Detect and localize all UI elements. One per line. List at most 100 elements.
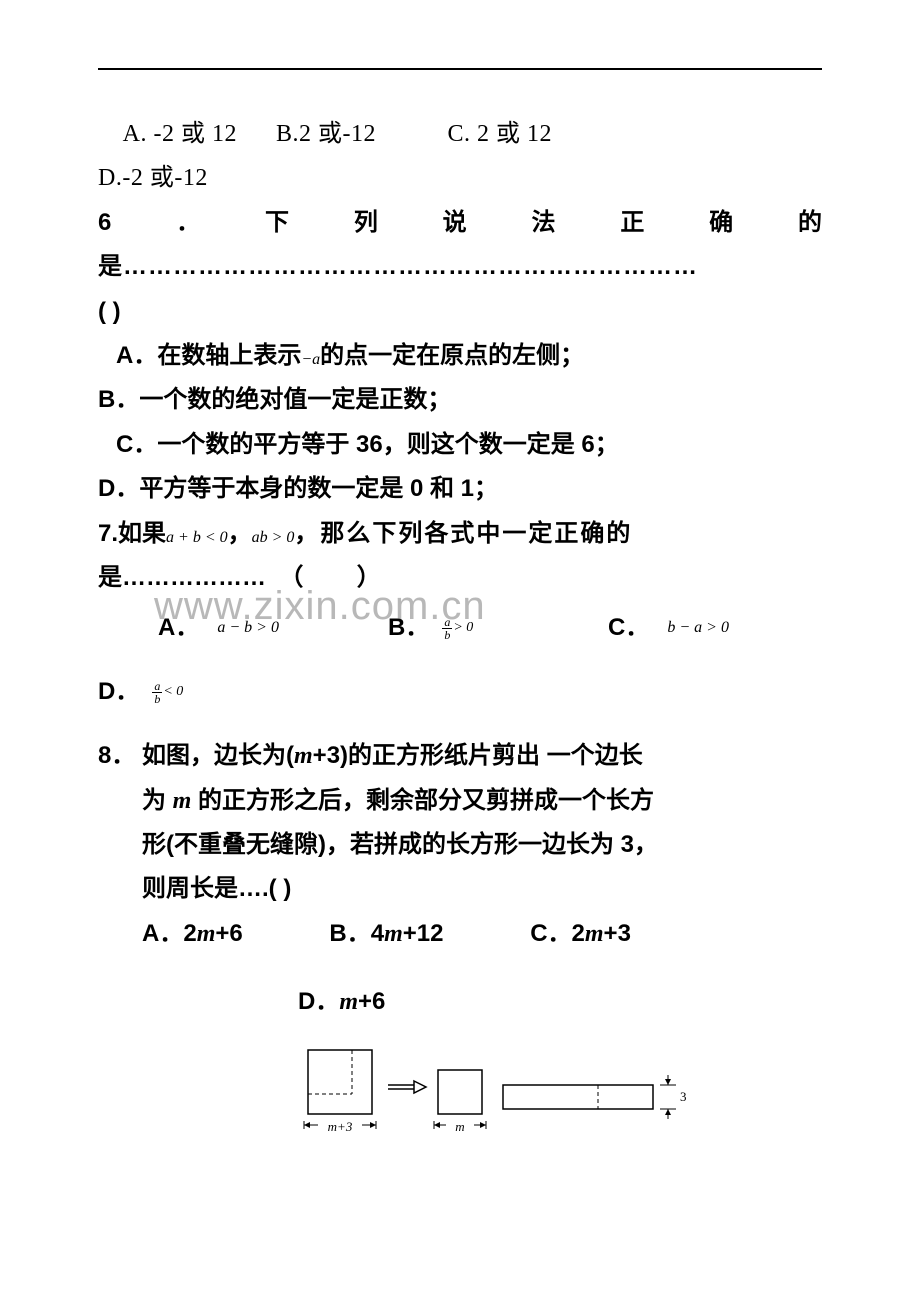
q7-optB-label: B． (388, 604, 429, 652)
frac-den: b (442, 629, 452, 641)
q8-m2: m (173, 788, 192, 814)
q7-cont: 是 (98, 564, 122, 591)
q7-cond1: a + b < 0 (166, 529, 228, 546)
q7-num: 7. (98, 520, 118, 547)
q8-s1-mid: +3)的正方形纸片剪出 一个边长 (313, 742, 643, 769)
q6-stem-line2: 是…………………………………………………………… (98, 245, 822, 289)
q5-options-line2: D.-2 或-12 (98, 156, 822, 200)
diagram-label-m3: m+3 (328, 1119, 353, 1134)
q7-paren-r: ） (357, 564, 381, 591)
q6-dots: …………………………………………………………… (123, 253, 698, 280)
q7-optB-tail: > 0 (453, 614, 473, 642)
dim-arrow (665, 1079, 671, 1085)
q8-optB: B．4 (329, 920, 384, 947)
diagram-svg: m+3 m (298, 1045, 718, 1145)
q8-optA-tail: +6 (215, 920, 242, 947)
q6-char: 确 (709, 201, 733, 245)
frac-num: a (152, 680, 162, 692)
q8-optC-m: m (585, 921, 604, 947)
q7-pre: 如果 (118, 520, 166, 547)
q7-option-a: A． a − b > 0 (158, 604, 388, 652)
q7-optC-label: C． (608, 604, 649, 652)
diagram-arrow-head (414, 1081, 426, 1093)
q6-number: 6 (98, 201, 111, 245)
q7-mid2: ，那么下列各式中一定正确的 (294, 520, 632, 547)
diagram-label-m: m (455, 1119, 464, 1134)
dim-arrow (665, 1109, 671, 1115)
dim-arrow (434, 1122, 440, 1128)
q7-stem-line1: 7.如果a + b < 0，ab > 0，那么下列各式中一定正确的 (98, 512, 822, 556)
q6-char: 正 (620, 201, 644, 245)
q6-option-d: D．平方等于本身的数一定是 0 和 1； (98, 467, 822, 511)
q8-block: 8． 如图，边长为(m+3)的正方形纸片剪出 一个边长 为 m 的正方形之后，剩… (98, 734, 822, 1149)
page-content: A. -2 或 12 B.2 或-12 C. 2 或 12 D.-2 或-12 … (98, 68, 822, 1150)
q6-char: 法 (532, 201, 556, 245)
q8-optA: A．2 (142, 920, 197, 947)
top-rule (98, 68, 822, 70)
q8-text2: 为 m 的正方形之后，剩余部分又剪拼成一个长方 (142, 779, 822, 823)
q6-option-a: A．在数轴上表示−a的点一定在原点的左侧； (98, 334, 822, 378)
q8-optA-m: m (197, 921, 216, 947)
q7-optA-label: A． (158, 604, 199, 652)
frac-num: a (442, 616, 452, 628)
q7-optC-math: b − a > 0 (667, 612, 729, 644)
q8-stem-line2: 为 m 的正方形之后，剩余部分又剪拼成一个长方 (98, 779, 822, 823)
diagram-label-3: 3 (680, 1089, 687, 1104)
q7-dots: ……………… (122, 564, 266, 591)
q6-optA-post: 的点一定在原点的左侧； (320, 342, 584, 369)
diagram-rect (503, 1085, 653, 1109)
diagram-big-square (308, 1050, 372, 1114)
q6-option-b: B．一个数的绝对值一定是正数； (98, 378, 822, 422)
q7-optD-label: D． (98, 668, 139, 716)
dim-arrow (480, 1122, 486, 1128)
q7-optD-frac: a b (152, 680, 162, 705)
q8-optB-tail: +12 (403, 920, 444, 947)
q6-paren: ( ) (98, 290, 822, 334)
q8-text3: 形(不重叠无缝隙)，若拼成的长方形一边长为 3， (142, 823, 822, 867)
q6-char: 下 (265, 201, 289, 245)
dim-arrow (370, 1122, 376, 1128)
q8-options-row: A．2m+6 B．4m+12 C．2m+3 (98, 912, 822, 956)
q6-cont: 是 (98, 253, 123, 280)
q8-optD-tail: +6 (358, 988, 385, 1015)
q8-optC-tail: +3 (604, 920, 631, 947)
q8-number: 8． (98, 734, 142, 778)
q8-diagram: m+3 m (298, 1045, 822, 1150)
q8-text4: 则周长是….( ) (142, 867, 822, 911)
q7-option-d: D． a b < 0 (98, 668, 183, 716)
q8-optD-label: D． (298, 988, 339, 1015)
q8-stem-line4: 则周长是….( ) (98, 867, 822, 911)
q8-option-d: D．m+6 (98, 980, 822, 1024)
q8-s1-pre: 如图，边长为( (142, 742, 294, 769)
q8-optB-m: m (384, 921, 403, 947)
q7-options-row1: A． a − b > 0 B． a b > 0 C． b − a > 0 (98, 604, 822, 652)
q7-optD-tail: < 0 (163, 678, 183, 706)
q7-optA-math: a − b > 0 (217, 612, 279, 644)
q7-option-c: C． b − a > 0 (608, 604, 729, 652)
dim-arrow (304, 1122, 310, 1128)
q7-cond2: ab > 0 (252, 529, 295, 546)
q7-comma1: ， (228, 520, 252, 547)
q6-char: 的 (798, 201, 822, 245)
q8-optC: C．2 (530, 920, 585, 947)
q8-stem-line3: 形(不重叠无缝隙)，若拼成的长方形一边长为 3， (98, 823, 822, 867)
q7-paren-l: （ (279, 564, 303, 591)
q6-sep: ． (176, 201, 200, 245)
q8-stem-line1: 8． 如图，边长为(m+3)的正方形纸片剪出 一个边长 (98, 734, 822, 778)
q6-option-c: C．一个数的平方等于 36，则这个数一定是 6； (98, 423, 822, 467)
q7-stem-line2: 是……………… （ ） (98, 556, 822, 600)
q7-optB-frac: a b (442, 616, 452, 641)
q7-option-b: B． a b > 0 (388, 604, 608, 652)
q8-optD-m: m (339, 989, 358, 1015)
q6-char: 说 (443, 201, 467, 245)
frac-den: b (152, 693, 162, 705)
q8-m1: m (294, 743, 313, 769)
diagram-small-square (438, 1070, 482, 1114)
q6-optA-pre: A．在数轴上表示 (116, 342, 301, 369)
q8-s2-pre: 为 (142, 787, 173, 814)
q5-options-line1: A. -2 或 12 B.2 或-12 C. 2 或 12 (98, 112, 822, 156)
q8-text1: 如图，边长为(m+3)的正方形纸片剪出 一个边长 (142, 734, 822, 778)
q6-stem-line1: 6 ． 下 列 说 法 正 确 的 (98, 201, 822, 245)
q8-s2-mid: 的正方形之后，剩余部分又剪拼成一个长方 (191, 787, 654, 814)
q6-optA-math: −a (301, 351, 320, 368)
